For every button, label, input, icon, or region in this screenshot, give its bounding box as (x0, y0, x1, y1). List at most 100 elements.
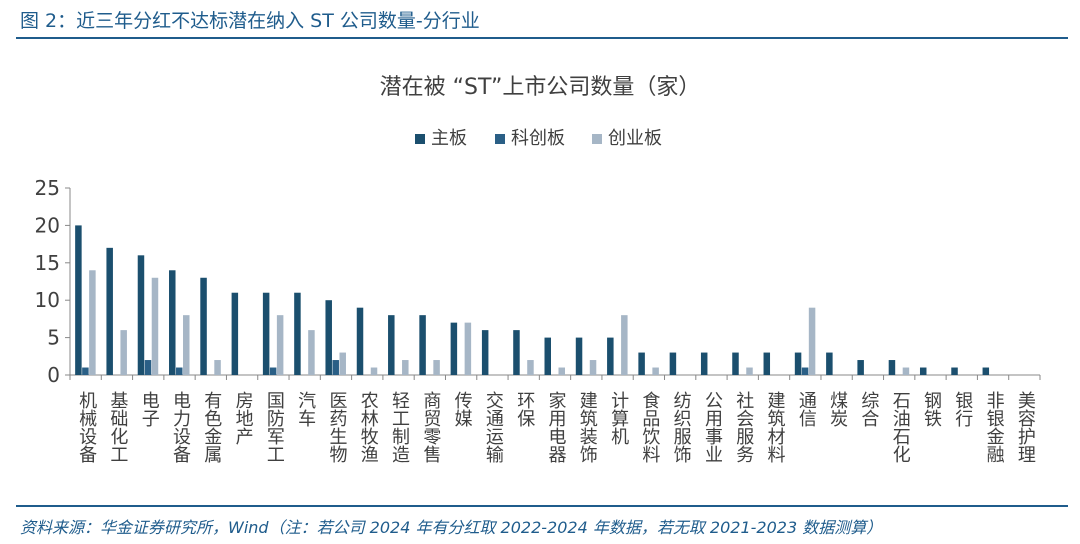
bar-1-30 (982, 367, 990, 375)
bar-1-24 (794, 352, 802, 375)
bar-3-10 (370, 367, 378, 375)
bar-1-13 (450, 322, 458, 375)
x-tick-label: 建筑装饰 (577, 391, 598, 463)
x-tick-label: 传媒 (452, 391, 473, 427)
bar-1-20 (669, 352, 677, 375)
y-tick-label: 5 (47, 326, 60, 350)
x-tick-label: 公用事业 (702, 391, 723, 463)
bar-1-4 (169, 270, 176, 375)
x-tick-label: 钢铁 (921, 391, 942, 427)
x-tick-label: 机械设备 (76, 391, 97, 463)
bar-3-27 (902, 367, 910, 375)
bar-3-11 (402, 360, 409, 375)
x-tick-label: 医药生物 (326, 391, 347, 463)
bar-3-16 (558, 367, 565, 375)
bar-1-16 (544, 337, 551, 375)
bar-3-15 (527, 360, 534, 375)
legend-swatch-2 (495, 134, 505, 144)
bar-3-13 (464, 322, 472, 375)
bar-1-18 (607, 337, 614, 375)
x-tick-label: 商贸零售 (420, 391, 441, 463)
bar-2-4 (176, 367, 183, 375)
x-tick-label: 农林牧渔 (358, 391, 379, 463)
bar-1-10 (356, 307, 364, 375)
bar-1-3 (137, 255, 145, 375)
bar-1-9 (325, 300, 332, 375)
x-tick-label: 交通运输 (483, 391, 504, 464)
bar-1-2 (106, 247, 113, 375)
bar-3-9 (339, 352, 346, 375)
legend: 主板 科创板 创业板 (415, 128, 662, 149)
bar-3-3 (151, 277, 159, 375)
bar-3-4 (183, 315, 190, 375)
legend-label-3: 创业板 (608, 128, 662, 149)
bar-1-6 (231, 292, 239, 375)
legend-swatch-1 (415, 134, 425, 144)
legend-swatch-3 (592, 134, 602, 144)
x-axis-labels: 机械设备 基础化工 电子 电力设备 有色金属 房地产 国防军工 汽车 医药生物 农林牧渔 轻工制造商… (76, 391, 1036, 464)
x-tick-label: 汽车 (295, 391, 316, 427)
x-tick-label: 计算机 (608, 391, 629, 445)
x-tick-label: 纺织服饰 (671, 391, 692, 463)
x-tick-label: 通信 (796, 391, 817, 427)
y-tick-label: 20 (35, 213, 60, 237)
bar-2-24 (801, 367, 809, 375)
bar-1-29 (951, 367, 958, 375)
x-tick-label: 基础化工 (107, 391, 128, 463)
x-tick-label: 电子 (139, 391, 160, 427)
bar-1-14 (481, 330, 489, 375)
bar-1-15 (513, 330, 520, 375)
x-tick-label: 有色金属 (201, 391, 222, 463)
bar-3-18 (621, 315, 628, 375)
bar-3-5 (214, 360, 221, 375)
bar-3-7 (276, 315, 284, 375)
bar-1-22 (732, 352, 739, 375)
bar-1-5 (200, 277, 207, 375)
x-tick-label: 美容护理 (1015, 391, 1036, 463)
bar-1-7 (262, 292, 270, 375)
bar-3-17 (589, 360, 597, 375)
bar-2-3 (144, 360, 152, 375)
y-tick-label: 10 (35, 288, 60, 312)
chart-title: 潜在被 “ST”上市公司数量（家） (380, 75, 701, 100)
x-tick-label: 石油石化 (890, 391, 911, 463)
x-tick-label: 社会服务 (733, 391, 754, 463)
bar-3-22 (746, 367, 753, 375)
bar-2-9 (332, 360, 339, 375)
bar-1-11 (388, 315, 395, 375)
x-tick-label: 轻工制造 (389, 391, 410, 463)
x-tick-label: 非银金融 (984, 391, 1005, 463)
bar-1-21 (700, 352, 708, 375)
legend-label-1: 主板 (431, 128, 467, 149)
bar-1-8 (294, 292, 301, 375)
bar-1-27 (888, 360, 896, 375)
y-tick-label: 25 (35, 176, 60, 200)
bar-1-25 (826, 352, 833, 375)
x-tick-label: 环保 (514, 391, 535, 427)
y-tick-label: 15 (35, 251, 60, 275)
bar-1-26 (857, 360, 864, 375)
bars (75, 225, 990, 375)
x-tick-label: 电力设备 (170, 391, 191, 463)
x-tick-label: 房地产 (233, 391, 254, 445)
figure-title: 图 2：近三年分红不达标潜在纳入 ST 公司数量-分行业 (20, 10, 480, 32)
bar-3-1 (89, 270, 96, 375)
x-tick-label: 家用电器 (546, 391, 567, 463)
x-tick-label: 食品饮料 (639, 391, 660, 463)
bar-3-24 (808, 307, 816, 375)
bar-1-28 (919, 367, 927, 375)
top-divider (16, 37, 1068, 39)
bar-chart: 潜在被 “ST”上市公司数量（家） 主板 科创板 创业板 0 5 10 15 20 25 机械… (35, 75, 1041, 464)
x-tick-label: 建筑材料 (765, 391, 786, 463)
bar-1-23 (763, 352, 771, 375)
bar-1-19 (638, 352, 645, 375)
bar-3-2 (120, 330, 127, 375)
bar-2-1 (82, 367, 89, 375)
bar-3-19 (652, 367, 659, 375)
legend-label-2: 科创板 (511, 128, 565, 149)
bar-2-7 (269, 367, 277, 375)
bar-1-1 (75, 225, 82, 375)
x-tick-label: 国防军工 (264, 391, 285, 463)
x-tick-label: 银行 (952, 391, 973, 427)
bar-1-12 (419, 315, 426, 375)
